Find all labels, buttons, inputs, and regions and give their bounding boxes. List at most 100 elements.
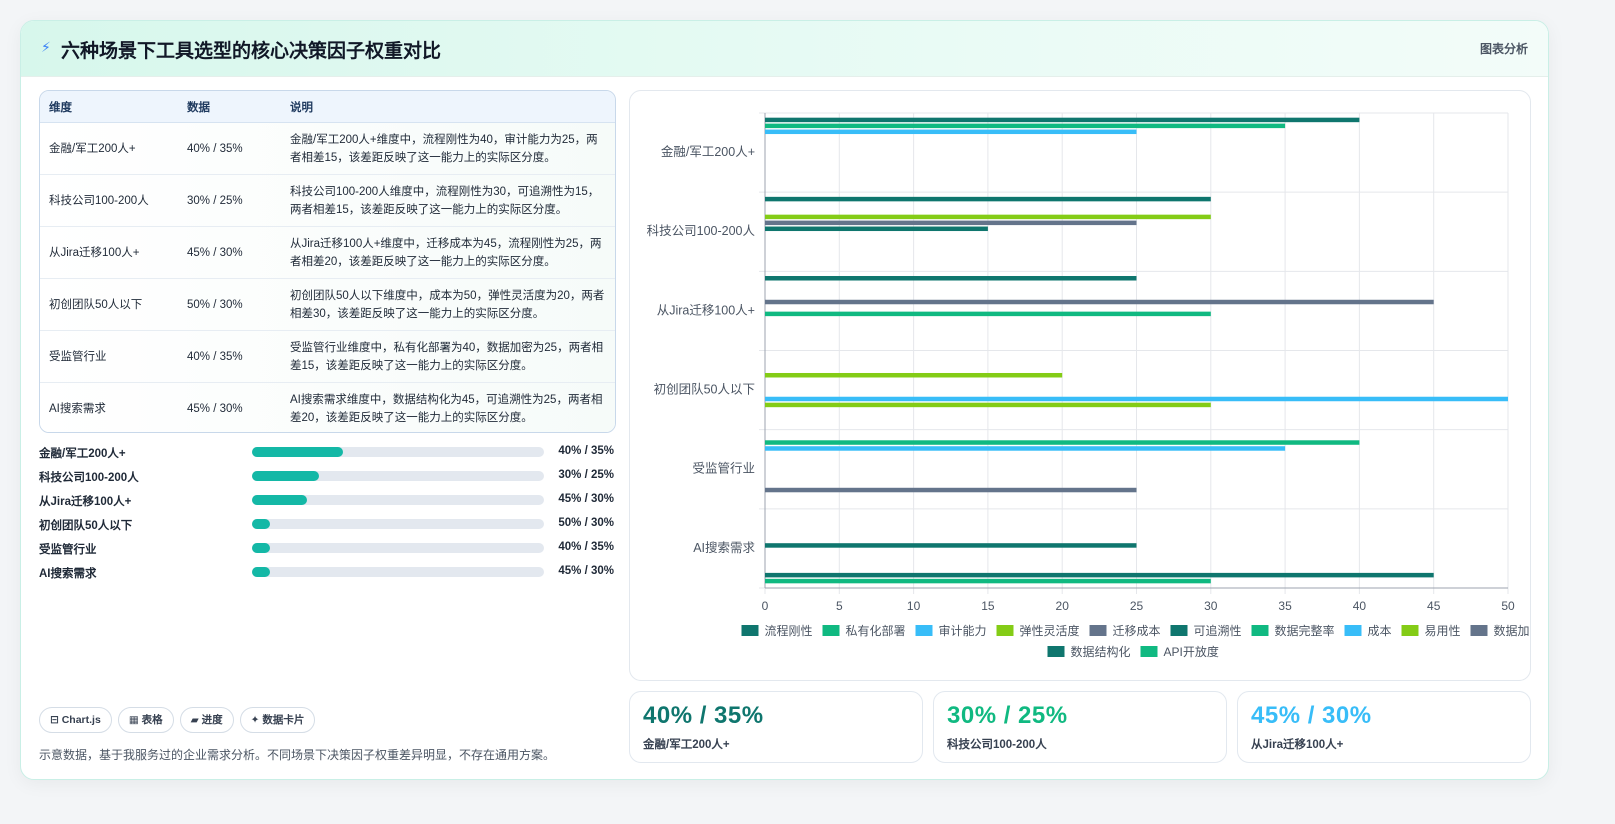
- bar: [765, 543, 1137, 548]
- x-tick-label: 30: [1204, 599, 1218, 613]
- bar-chart: 0 5 10 15 20 25 30 35 40 45 50 金融/军工200人+ 科技公司100-20…: [629, 90, 1542, 681]
- bar: [765, 446, 1286, 451]
- progress-fill: [252, 519, 270, 529]
- cell-data: 45% / 30%: [178, 226, 281, 279]
- y-category-label: AI搜索需求: [693, 540, 755, 555]
- col-header-dimension: 维度: [40, 91, 178, 123]
- x-tick-label: 45: [1427, 599, 1441, 613]
- cell-dimension: 初创团队50人以下: [40, 278, 178, 331]
- page-title: 六种场景下工具选型的核心决策因子权重对比: [61, 41, 442, 62]
- progress-row: 初创团队50人以下 50% / 30%: [39, 513, 614, 537]
- x-tick-label: 0: [762, 599, 769, 613]
- progress-fill: [252, 495, 308, 505]
- kpi-label: 科技公司100-200人: [947, 739, 1047, 751]
- bar: [765, 129, 1137, 135]
- cell-description: 初创团队50人以下维度中，成本为50，弹性灵活度为20，两者相差30，该差距反映…: [281, 278, 615, 331]
- legend-swatch: [1047, 646, 1065, 657]
- cell-description: 受监管行业维度中，私有化部署为40，数据加密为25，两者相差15，该差距反映了这…: [281, 330, 615, 383]
- chart-card: ⚡ 六种场景下工具选型的核心决策因子权重对比 图表分析 维度 数据 说明 金融/…: [20, 20, 1549, 780]
- legend-swatch: [1089, 625, 1107, 636]
- bar: [765, 276, 1137, 281]
- progress-value: 50% / 30%: [558, 517, 614, 529]
- progress-track: [252, 567, 544, 577]
- bar: [765, 117, 1360, 123]
- progress-row: 从Jira迁移100人+ 45% / 30%: [39, 489, 614, 513]
- table-row: 受监管行业 40% / 35% 受监管行业维度中，私有化部署为40，数据加密为2…: [40, 330, 615, 383]
- x-tick-label: 10: [907, 599, 921, 613]
- progress-track: [252, 519, 544, 529]
- bar: [765, 299, 1434, 305]
- cell-description: 从Jira迁移100人+维度中，迁移成本为45，流程刚性为25，两者相差20，该…: [281, 226, 615, 279]
- footnote: 示意数据，基于我服务过的企业需求分析。不同场景下决策因子权重差异明显，不存在通用…: [39, 748, 556, 762]
- bar: [765, 372, 1063, 378]
- cell-dimension: 受监管行业: [40, 330, 178, 383]
- progress-track: [252, 495, 544, 505]
- legend-label: 数据加密: [1494, 623, 1531, 638]
- cell-data: 45% / 30%: [187, 402, 243, 415]
- x-tick-label: 40: [1353, 599, 1367, 613]
- legend-swatch: [1401, 625, 1419, 636]
- kpi-label: 金融/军工200人+: [643, 739, 730, 751]
- card-header: ⚡ 六种场景下工具选型的核心决策因子权重对比 图表分析: [21, 21, 1548, 77]
- bar: [765, 396, 1508, 402]
- cell-data: 50% / 30%: [178, 278, 281, 331]
- legend-swatch: [996, 625, 1014, 636]
- col-header-description: 说明: [281, 91, 615, 123]
- legend-label: 流程刚性: [765, 623, 813, 638]
- table-row: 初创团队50人以下 50% / 30% 初创团队50人以下维度中，成本为50，弹…: [40, 278, 615, 331]
- legend-label: 易用性: [1425, 624, 1461, 638]
- progress-label: 初创团队50人以下: [39, 520, 133, 532]
- kpi-card: 45% / 30% 从Jira迁移100人+: [1237, 691, 1531, 763]
- legend-label: 数据完整率: [1275, 623, 1335, 638]
- y-category-label: 受监管行业: [692, 461, 755, 476]
- progress-row: AI搜索需求 45% / 30%: [39, 561, 614, 585]
- cell-description: AI搜索需求维度中，数据结构化为45，可追溯性为25，两者相差20，该差距反映了…: [290, 393, 603, 424]
- progress-value: 40% / 35%: [558, 541, 614, 553]
- legend-swatch: [1251, 625, 1269, 636]
- bar: [765, 440, 1360, 445]
- progress-row: 金融/军工200人+ 40% / 35%: [39, 441, 614, 465]
- x-tick-label: 25: [1130, 599, 1144, 613]
- chip-table[interactable]: ▦ 表格: [117, 707, 174, 733]
- progress-value: 30% / 25%: [558, 469, 614, 481]
- kpi-value: 30% / 25%: [947, 702, 1068, 729]
- progress-label: AI搜索需求: [39, 568, 97, 580]
- x-tick-label: 35: [1278, 599, 1292, 613]
- cell-description: 金融/军工200人+维度中，流程刚性为40，审计能力为25，两者相差15，该差距…: [281, 122, 615, 175]
- bar: [765, 578, 1211, 584]
- progress-row: 受监管行业 40% / 35%: [39, 537, 614, 561]
- bar: [765, 226, 988, 232]
- progress-label: 受监管行业: [39, 544, 97, 556]
- legend-swatch: [741, 625, 759, 636]
- kpi-label: 从Jira迁移100人+: [1251, 739, 1344, 751]
- chip-data-card[interactable]: ✦ 数据卡片: [239, 707, 316, 733]
- bar: [765, 402, 1211, 408]
- chip-progress[interactable]: ▰ 进度: [179, 707, 234, 733]
- legend-label: API开放度: [1164, 644, 1219, 659]
- cell-data: 40% / 35%: [178, 330, 281, 383]
- legend-label: 数据结构化: [1071, 644, 1131, 659]
- progress-fill: [252, 543, 270, 553]
- cell-dimension: 从Jira迁移100人+: [40, 226, 178, 279]
- bar: [765, 487, 1137, 493]
- x-tick-label: 5: [836, 599, 843, 613]
- bar: [765, 311, 1211, 317]
- legend-label: 私有化部署: [846, 623, 906, 638]
- progress-list: 金融/军工200人+ 40% / 35% 科技公司100-200人 30% / …: [39, 441, 614, 585]
- progress-fill: [252, 447, 343, 457]
- progress-row: 科技公司100-200人 30% / 25%: [39, 465, 614, 489]
- x-tick-label: 15: [981, 599, 995, 613]
- chip-chartjs[interactable]: ⊟ Chart.js: [39, 707, 112, 733]
- bolt-icon: ⚡: [41, 39, 51, 55]
- progress-value: 45% / 30%: [558, 565, 614, 577]
- legend-label: 迁移成本: [1113, 624, 1161, 638]
- y-category-label: 从Jira迁移100人+: [657, 303, 755, 317]
- legend-label: 审计能力: [939, 623, 987, 638]
- col-header-data: 数据: [178, 91, 281, 123]
- kpi-value: 45% / 30%: [1251, 702, 1372, 729]
- y-category-label: 科技公司100-200人: [647, 224, 756, 238]
- progress-track: [252, 543, 544, 553]
- table-row: 金融/军工200人+ 40% / 35% 金融/军工200人+维度中，流程刚性为…: [40, 122, 615, 175]
- progress-fill: [252, 567, 270, 577]
- legend-label: 弹性灵活度: [1020, 623, 1080, 638]
